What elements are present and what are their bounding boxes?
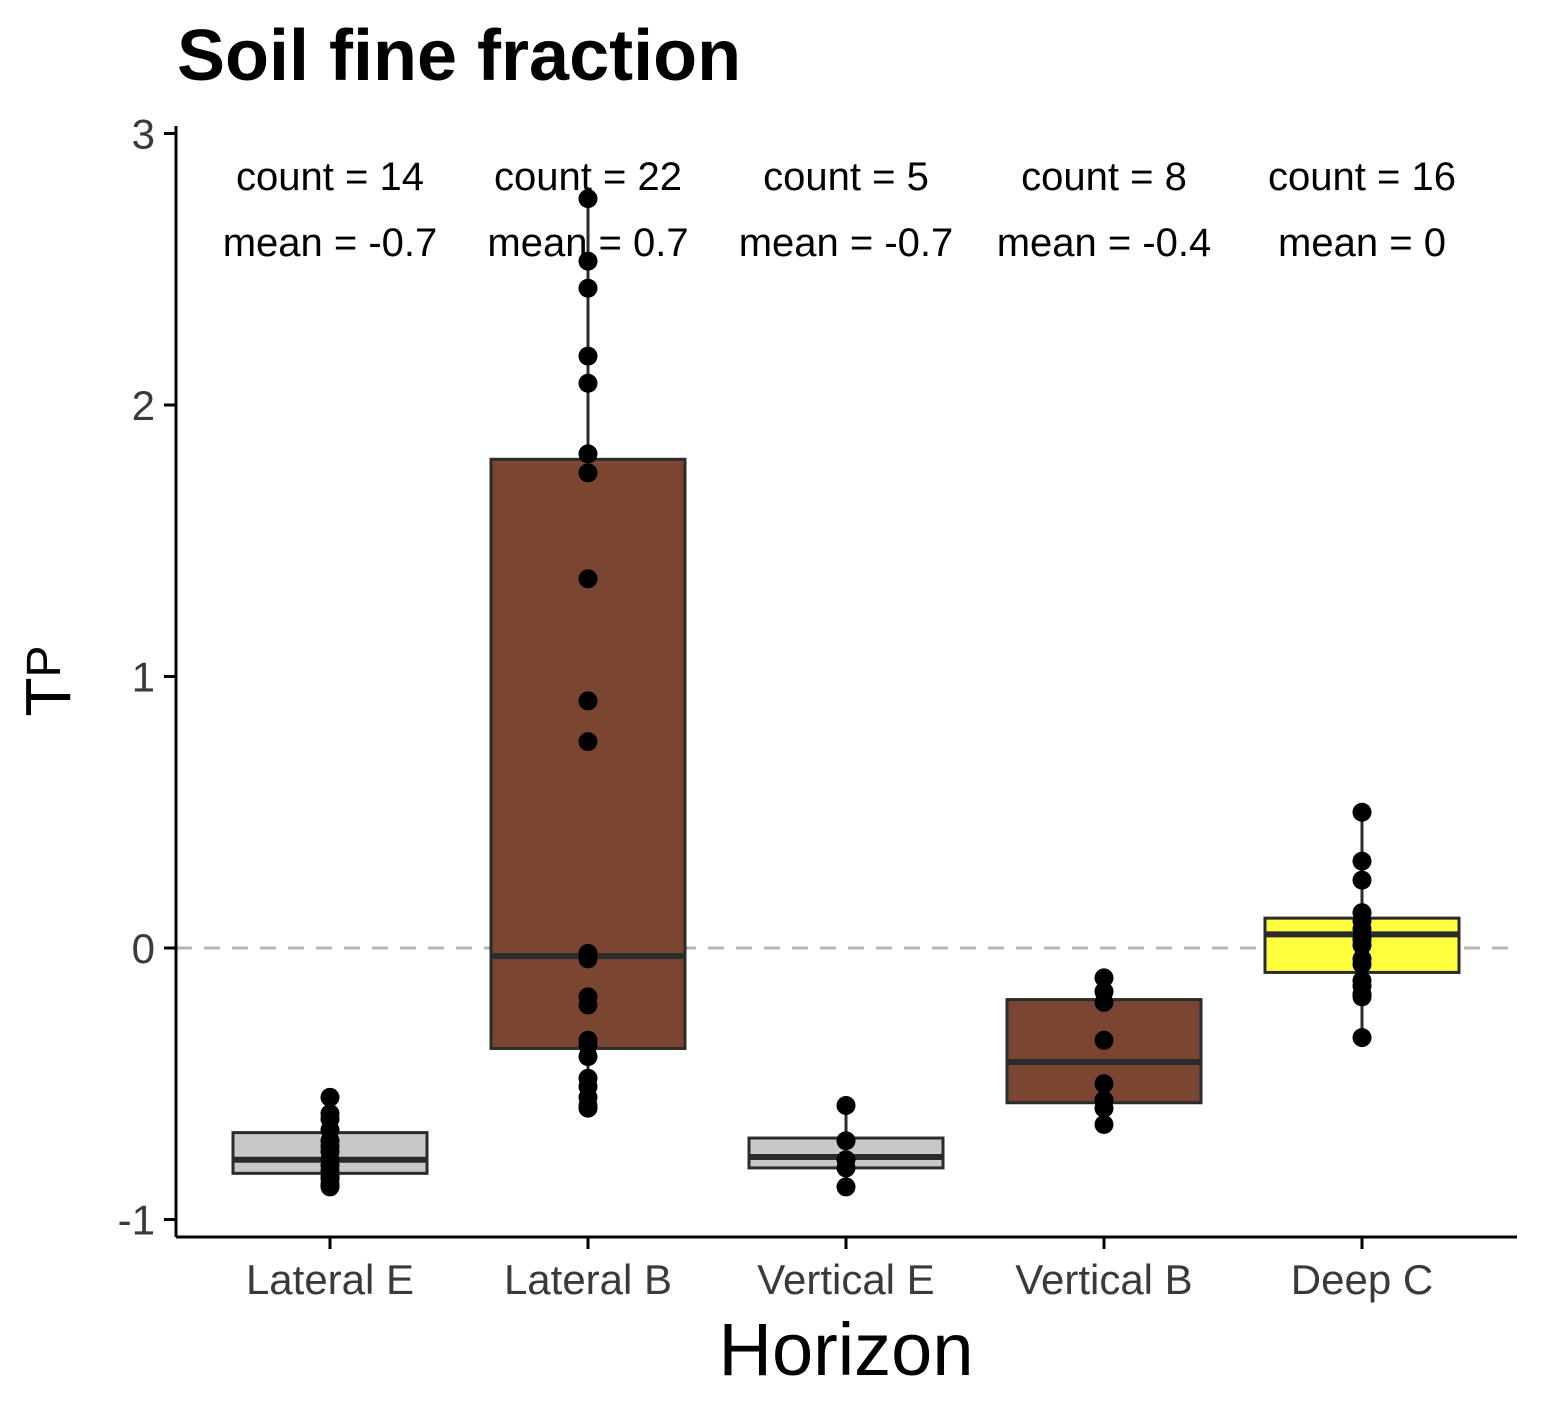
count-annotation: count = 5 [763,155,929,199]
data-point [836,1131,856,1151]
data-point [578,444,598,464]
y-axis-title-subscript: P [18,645,71,677]
box-group: count = 8 mean = -0.4 [997,155,1212,1134]
x-axis-title: Horizon [719,1308,974,1391]
x-tick-label: Vertical B [1015,1256,1192,1303]
data-point [836,1095,856,1115]
x-tick-label: Lateral B [504,1256,672,1303]
chart-title: Soil fine fraction [177,16,741,96]
data-point [578,346,598,366]
svg-text:TP: TP [12,645,84,716]
box-group: count = 22 mean = 0.7 [487,155,689,1118]
data-point [1094,1098,1114,1118]
mean-annotation: mean = -0.7 [739,221,954,265]
data-point [1094,1074,1114,1094]
count-annotation: count = 14 [236,155,424,199]
mean-annotation: mean = 0 [1278,221,1446,265]
data-point [578,373,598,393]
data-point [578,569,598,589]
count-annotation: count = 16 [1268,155,1456,199]
data-point [1352,851,1372,871]
x-tick-label: Deep C [1291,1256,1433,1303]
x-axis-ticks: Lateral E Lateral B Vertical E Vertical B De… [246,1237,1433,1303]
y-axis-title-main: T [12,677,84,716]
data-point [1094,1030,1114,1050]
y-axis-ticks: -1 0 1 2 3 [118,111,176,1244]
y-tick-label: 2 [132,382,155,429]
data-point [578,1047,598,1067]
data-point [836,1177,856,1197]
data-point [578,732,598,752]
data-point [578,949,598,969]
plot-area: count = 14 mean = -0.7 count = 22 mean = 0.… [176,155,1517,1197]
x-tick-label: Lateral E [246,1256,414,1303]
data-point [836,1158,856,1178]
data-point [578,251,598,271]
data-point [320,1087,340,1107]
data-point [320,1177,340,1197]
data-point [1352,1028,1372,1048]
mean-annotation: mean = -0.7 [223,221,438,265]
data-point [1352,802,1372,822]
y-axis-title: TP [12,645,84,716]
count-annotation: count = 8 [1021,155,1187,199]
data-point [1094,1114,1114,1134]
data-point [578,189,598,209]
box-group: count = 14 mean = -0.7 [223,155,438,1197]
data-point [578,1095,598,1115]
y-tick-label: 0 [132,925,155,972]
data-point [578,691,598,711]
mean-annotation: mean = 0.7 [487,221,688,265]
data-point [578,278,598,298]
data-point [1352,954,1372,974]
box-group: count = 5 mean = -0.7 [739,155,954,1197]
count-annotation: count = 22 [494,155,682,199]
y-tick-label: 1 [132,654,155,701]
data-point [1094,968,1114,988]
mean-annotation: mean = -0.4 [997,221,1212,265]
data-point [578,463,598,483]
data-point [1094,992,1114,1012]
x-tick-label: Vertical E [757,1256,934,1303]
y-tick-label: 3 [132,111,155,158]
data-point [1352,930,1372,950]
box-group: count = 16 mean = 0 [1263,155,1461,1048]
y-tick-label: -1 [118,1197,155,1244]
data-point [1352,987,1372,1007]
data-point [1352,870,1372,890]
data-point [578,995,598,1015]
